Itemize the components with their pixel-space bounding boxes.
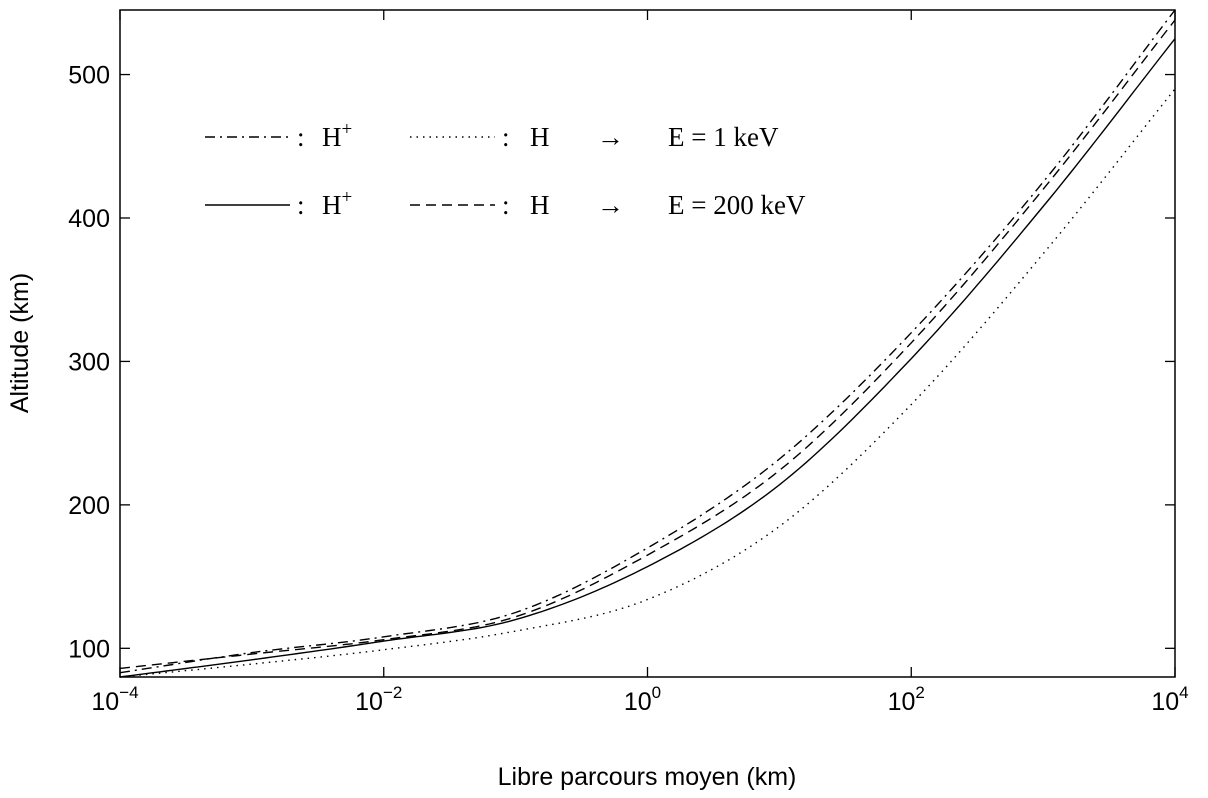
- x-tick-label: 102: [888, 683, 925, 716]
- legend-separator: :: [297, 190, 305, 220]
- y-axis-title: Altitude (km): [6, 273, 34, 413]
- x-tick-label: 10−2: [355, 683, 402, 716]
- legend-species-h_1kev: H: [530, 122, 550, 152]
- legend: : H+: H → E = 1 keV: H+: H → E = 200 keV: [205, 119, 806, 220]
- series-line-hplus_1kev: [119, 9, 1176, 674]
- legend-arrow: →: [597, 190, 624, 220]
- y-tick-label: 300: [68, 348, 110, 376]
- legend-species-h_200kev: H: [530, 190, 550, 220]
- series-layer: [119, 9, 1176, 678]
- series-line-hplus_200kev: [119, 38, 1176, 678]
- x-tick-label: 100: [624, 683, 661, 716]
- legend-separator: :: [502, 190, 510, 220]
- x-tick-label: 10−4: [91, 683, 138, 716]
- y-tick-label: 400: [68, 205, 110, 233]
- series-line-h_1kev: [119, 88, 1176, 678]
- legend-species-hplus_200kev: H+: [322, 187, 352, 220]
- legend-energy-label: E = 200 keV: [668, 190, 806, 220]
- x-axis-title: Libre parcours moyen (km): [498, 763, 797, 791]
- legend-energy-label: E = 1 keV: [668, 122, 779, 152]
- x-tick-label: 104: [1151, 683, 1188, 716]
- legend-separator: :: [297, 122, 305, 152]
- legend-separator: :: [502, 122, 510, 152]
- plot-frame: [119, 9, 1176, 678]
- y-tick-label: 200: [68, 492, 110, 520]
- legend-species-hplus_1kev: H+: [322, 119, 352, 152]
- ticks-layer: 10−4 10−2 100 102 104 100 200 300 400 500: [68, 10, 1189, 716]
- series-line-h_200kev: [119, 19, 1176, 670]
- legend-arrow: →: [597, 122, 624, 152]
- y-tick-label: 500: [68, 62, 110, 90]
- y-tick-label: 100: [68, 635, 110, 663]
